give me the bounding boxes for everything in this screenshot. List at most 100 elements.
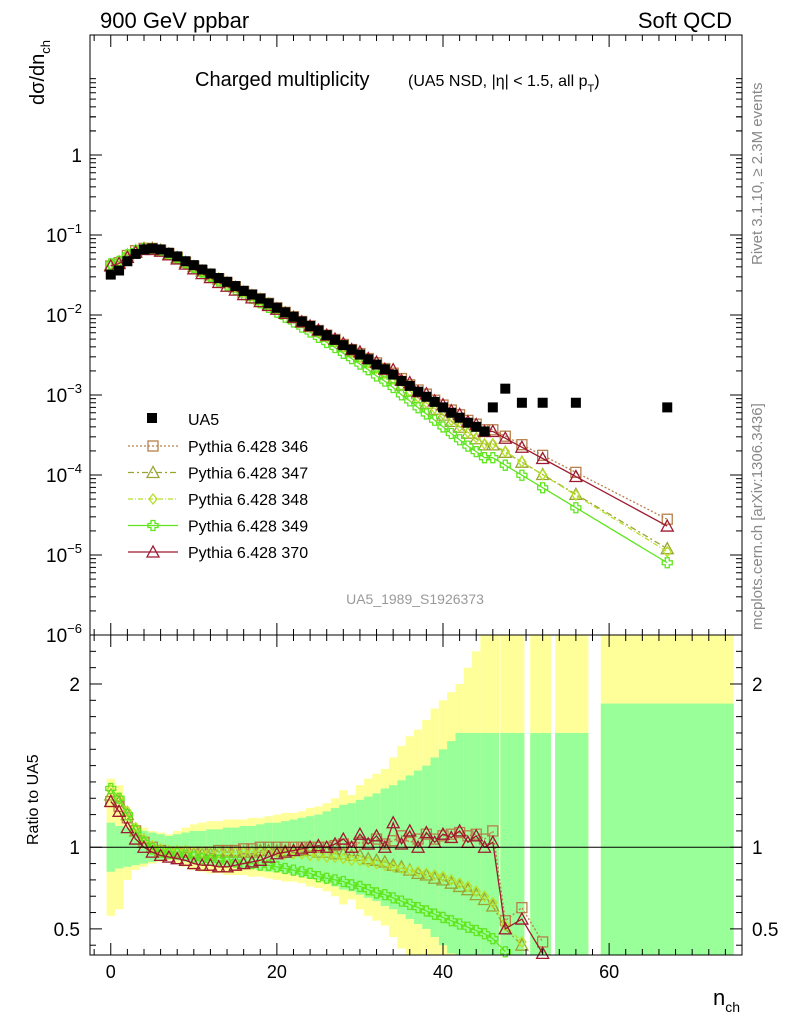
ratio-point [313,849,324,862]
x-tick-label: 40 [433,962,453,982]
ratio-point [304,867,316,880]
ratio-point [438,870,448,883]
ratio-y-axis-label: Ratio to UA5 [25,754,42,845]
data-point [305,320,316,331]
y-tick-label: 10−4 [46,461,82,487]
series-point [438,408,448,421]
data-point [230,281,241,292]
data-point [396,375,407,386]
ratio-tick-label-right: 0.5 [752,920,778,941]
ratio-point [197,846,207,859]
ratio-point [228,857,243,871]
series-point [453,434,466,446]
data-point [255,293,266,304]
top-y-axis-label: dσ/dnch [27,40,53,105]
data-point [288,311,299,322]
data-point [313,325,324,336]
ratio-tick-label-right: 2 [752,675,763,696]
ratio-point [172,844,183,857]
data-point [338,340,349,351]
ratio-point [446,873,457,886]
series-point [437,421,449,433]
ratio-point [153,848,168,862]
ratio-point [452,879,467,893]
ratio-point [113,792,125,804]
data-point [421,391,432,402]
series-point [662,545,673,558]
ratio-point [421,867,432,880]
inner-band [500,732,514,955]
y-tick-label: 10−1 [46,221,82,247]
data-point [446,407,457,418]
ratio-point [535,946,550,960]
y-tick-label: 10−6 [46,621,82,647]
series-point [479,437,490,450]
data-point [330,334,341,345]
ratio-point [330,851,340,864]
y-tick-label: 1 [71,146,82,167]
ratio-point [369,852,384,866]
ratio-point [229,856,241,868]
ratio-point [213,846,224,859]
ratio-point [352,848,368,862]
data-point [138,244,149,255]
ratio-point [394,836,409,850]
ratio-tick-label: 1 [69,838,80,859]
series-point [661,557,673,569]
series-point [404,395,416,407]
series-point [354,358,366,370]
axis-ticks: 0 20 40 60 1 10−1 10−2 10−3 10−4 10−5 10−6 0.5 0.5 1 1… [46,35,778,982]
inner-band [555,732,589,955]
ratio-point [244,854,260,868]
ratio-point [278,843,293,857]
x-tick-label: 0 [106,962,116,982]
ratio-point [478,833,491,845]
data-point [479,426,490,437]
inner-band [600,703,734,955]
ratio-point [453,918,466,930]
data-point [371,359,382,370]
ratio-point [205,846,216,859]
ratio-point [355,854,365,867]
series-point [379,375,391,387]
legend-marker [145,465,161,479]
inner-band [463,732,473,955]
data-point [379,364,390,375]
ratio-point [139,833,149,846]
series-point [412,402,424,414]
ratio-point [462,921,474,933]
ratio-point [471,885,482,898]
ratio-point [517,935,527,948]
ratio-point [203,857,218,871]
data-point [213,273,224,284]
ratio-point [345,879,358,891]
y-tick-label: 10−3 [46,381,82,407]
data-point [188,260,199,271]
ratio-point [145,844,160,858]
ratio-point [420,905,433,917]
ratio-point [164,844,174,857]
ratio-point [404,898,416,911]
ratio-point [128,831,143,845]
ratio-point [120,820,135,834]
ratio-point [327,846,343,860]
data-point [500,383,511,394]
ratio-point [499,946,511,958]
series-point [487,452,499,464]
ratio-point [103,787,118,801]
series-point [500,445,511,458]
ratio-line [110,788,506,953]
ratio-point [336,831,351,845]
ratio-point [312,870,325,883]
ratio-point [178,852,193,866]
legend: UA5 Pythia 6.428 346 Pythia 6.428 347 Pythi… [128,412,308,562]
ratio-point [195,857,210,871]
ratio-tick-label-right: 1 [752,838,763,859]
ratio-tick-label: 2 [69,675,80,696]
ratio-point [354,880,366,893]
ratio-point [269,846,284,860]
ratio-point [271,861,283,873]
ratio-point [429,908,441,920]
ratio-point [219,859,235,873]
data-point [205,268,216,279]
